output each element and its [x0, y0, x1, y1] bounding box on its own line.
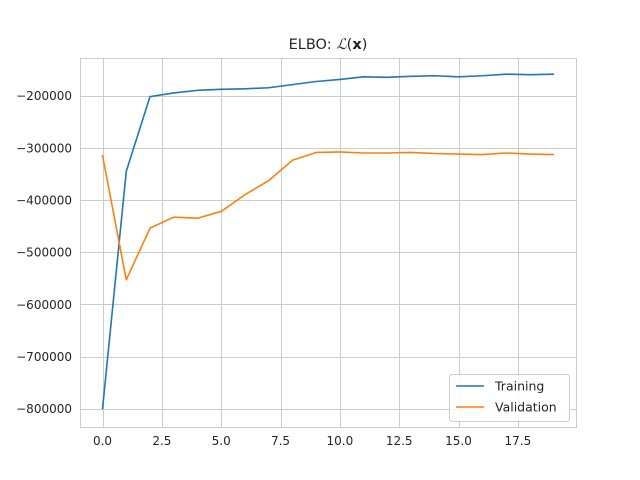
series-lines [101, 73, 555, 410]
x-tick-label: 5.0 [212, 434, 231, 448]
plot-frame [80, 58, 577, 428]
x-tick-label: 15.0 [445, 434, 472, 448]
y-tick-label: −200000 [16, 89, 72, 103]
x-tick-label: 10.0 [327, 434, 354, 448]
y-tick-label: −800000 [16, 402, 72, 416]
legend-label-training: Training [494, 379, 544, 394]
series-line-training [101, 73, 555, 410]
x-tick-label: 2.5 [152, 434, 171, 448]
x-tick-label: 0.0 [93, 434, 112, 448]
x-tick-label: 17.5 [504, 434, 531, 448]
y-tick-label: −400000 [16, 193, 72, 207]
legend: Training Validation [449, 374, 570, 422]
grid-lines [80, 58, 576, 427]
tick-labels: 0.0 2.5 5.0 7.5 10.0 12.5 15.0 17.5 −800000 −7000… [16, 89, 531, 448]
x-tick-label: 12.5 [386, 434, 413, 448]
x-tick-label: 7.5 [271, 434, 290, 448]
y-tick-label: −700000 [16, 350, 72, 364]
y-tick-label: −300000 [16, 141, 72, 155]
y-tick-label: −500000 [16, 246, 72, 260]
series-line-validation [101, 151, 555, 281]
chart-title: ELBO: ℒ(x) [289, 37, 368, 53]
legend-label-validation: Validation [495, 400, 557, 415]
y-tick-label: −600000 [16, 298, 72, 312]
